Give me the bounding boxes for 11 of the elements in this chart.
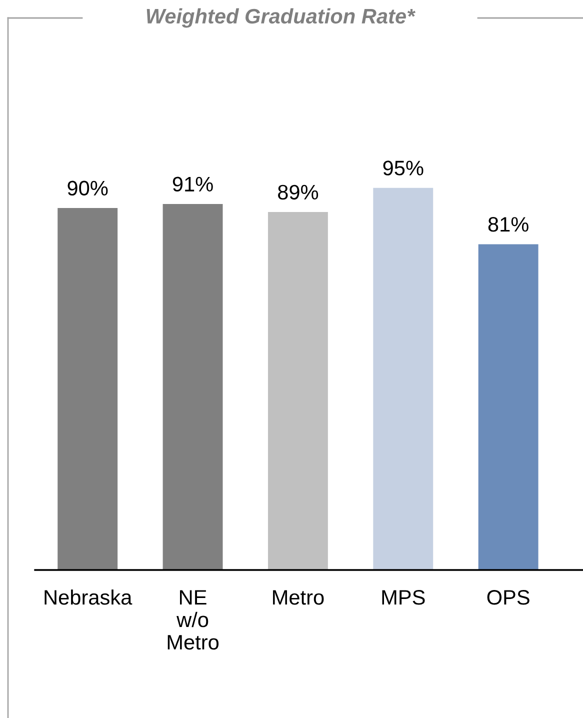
data-label: 81% [488, 216, 528, 232]
data-label: 91% [172, 176, 213, 192]
x-tick-label: Metro [273, 590, 324, 605]
data-label: 95% [383, 160, 424, 176]
x-tick-label: OPS [487, 590, 530, 605]
x-tick-label: NE w/o Metro [168, 590, 219, 650]
x-tick-label: Nebraska [44, 589, 132, 605]
data-label: 90% [68, 180, 108, 196]
x-tick-label: MPS [382, 590, 425, 605]
data-label: 89% [278, 184, 318, 200]
chart-title: Weighted Graduation Rate* [146, 8, 416, 28]
